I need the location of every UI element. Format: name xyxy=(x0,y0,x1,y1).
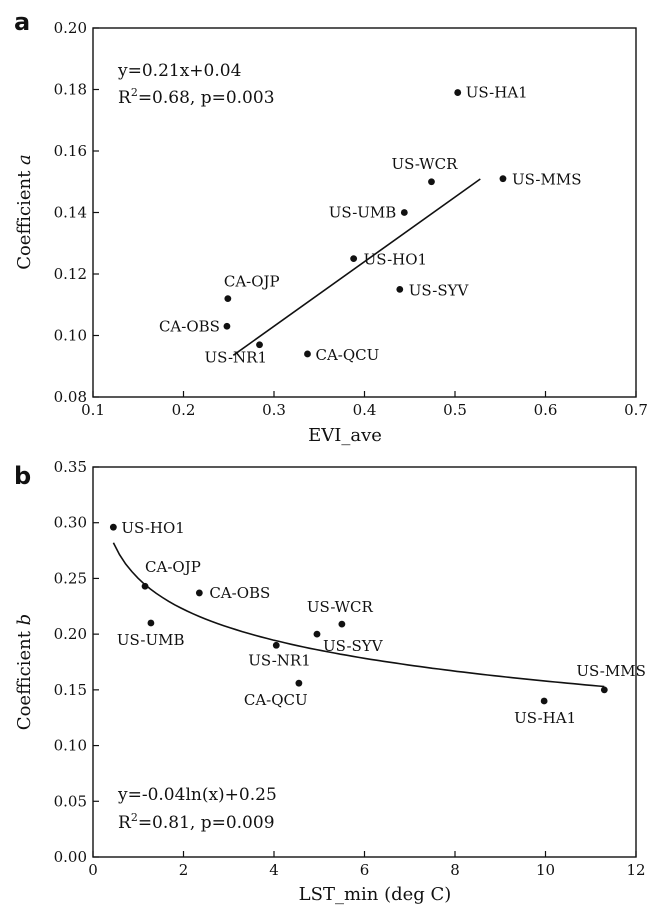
panel-a-point xyxy=(428,178,435,186)
panel-a-xtick-label: 0.2 xyxy=(172,401,196,419)
panel-b-point xyxy=(141,582,149,590)
panel-a-xtick-label: 0.3 xyxy=(262,401,286,419)
panel-b-point xyxy=(295,679,303,687)
panel-b-stats-sup: 2 xyxy=(131,811,138,824)
panel-a-point-label: CA-OJP xyxy=(224,273,280,291)
panel-b-stats: R2=0.81, p=0.009 xyxy=(118,811,275,833)
panel-b-ytick-label: 0.10 xyxy=(54,737,87,755)
panel-b-point xyxy=(147,619,155,627)
panel-a-point xyxy=(304,350,311,358)
panel-a-letter: a xyxy=(14,8,30,36)
panel-a-point-label: CA-QCU xyxy=(315,346,379,364)
panel-b-xtick-label: 12 xyxy=(626,861,645,879)
panel-b-point xyxy=(600,686,608,694)
panel-b-xtick-label: 0 xyxy=(88,861,98,879)
panel-b-point-label: US-UMB xyxy=(117,631,185,649)
panel-a-point-label: US-WCR xyxy=(391,155,458,173)
panel-a-point-label: US-UMB xyxy=(329,204,397,222)
panel-a-ylabel-var: a xyxy=(14,154,35,165)
panel-a-point-label: US-HO1 xyxy=(364,251,427,269)
panel-b-point-label: US-MMS xyxy=(576,662,646,680)
panel-b-point xyxy=(109,523,117,531)
panel-b-xtick-label: 4 xyxy=(269,861,279,879)
panel-b-equation: y=-0.04ln(x)+0.25 xyxy=(117,785,277,805)
panel-a-point xyxy=(223,322,231,330)
panel-a-xtick-label: 0.4 xyxy=(353,401,377,419)
panel-a-ytick-label: 0.18 xyxy=(54,81,87,99)
panel-a-point-label: US-HA1 xyxy=(466,84,528,102)
panel-b-point xyxy=(338,620,346,628)
panel-b-ytick-label: 0.30 xyxy=(54,514,87,532)
panel-a-xtick-label: 0.5 xyxy=(443,401,467,419)
panel-b-point-label: CA-QCU xyxy=(244,691,308,709)
panel-a-ytick-label: 0.16 xyxy=(54,142,87,160)
panel-a-point-label: US-MMS xyxy=(512,171,582,189)
panel-b-xtick-label: 6 xyxy=(360,861,370,879)
panel-b-point-label: US-NR1 xyxy=(248,651,311,669)
panel-b-stats-rest: =0.81, p=0.009 xyxy=(138,813,275,833)
panel-a-ytick-label: 0.10 xyxy=(54,327,87,345)
panel-a-point-label: US-NR1 xyxy=(205,349,268,367)
panel-a-xlabel: EVI_ave xyxy=(308,425,382,446)
panel-b-xtick-label: 10 xyxy=(536,861,555,879)
panel-a-ytick-label: 0.12 xyxy=(54,265,87,283)
panel-b-xtick-label: 8 xyxy=(450,861,460,879)
panel-a-point-label: CA-OBS xyxy=(159,317,220,335)
panel-b-stats-r: R xyxy=(118,813,132,833)
panel-a-xtick-label: 0.7 xyxy=(624,401,648,419)
panel-b-ytick-label: 0.20 xyxy=(54,625,87,643)
panel-b-xlabel: LST_min (deg C) xyxy=(299,884,452,905)
panel-b-point-label: CA-OBS xyxy=(209,584,270,602)
panel-b-letter: b xyxy=(14,462,31,490)
panel-b-xtick-label: 2 xyxy=(179,861,189,879)
panel-a-point-label: US-SYV xyxy=(409,281,470,299)
panel-b-fit-line xyxy=(112,542,605,688)
panel-b-ytick-label: 0.25 xyxy=(54,569,87,587)
panel-a-ytick-label: 0.14 xyxy=(54,204,87,222)
panel-b: b Coefficient b LST_min (deg C) y=-0.04l… xyxy=(14,458,646,905)
panel-a-point xyxy=(396,285,404,293)
panel-a-stats: R2=0.68, p=0.003 xyxy=(118,86,275,108)
panel-a-xtick-label: 0.1 xyxy=(81,401,105,419)
panel-a: a Coefficient a EVI_ave y=0.21x+0.04 R2=… xyxy=(14,8,648,446)
panel-b-ytick-label: 0.35 xyxy=(54,458,87,476)
panel-a-ylabel: Coefficient a xyxy=(14,154,35,270)
panel-b-ylabel-var: b xyxy=(14,614,35,626)
panel-a-ylabel-prefix: Coefficient xyxy=(14,165,35,270)
panel-a-fit-line xyxy=(232,178,481,356)
panel-a-xtick-label: 0.6 xyxy=(534,401,558,419)
panel-a-point xyxy=(499,175,507,183)
panel-b-ytick-label: 0.05 xyxy=(54,792,87,810)
panel-b-point-label: US-SYV xyxy=(323,637,384,655)
panel-b-ytick-label: 0.15 xyxy=(54,681,87,699)
panel-a-stats-rest: =0.68, p=0.003 xyxy=(138,88,275,108)
panel-a-point xyxy=(350,255,358,263)
panel-a-point xyxy=(454,89,462,96)
panel-b-point xyxy=(313,630,321,638)
panel-b-point-label: US-HA1 xyxy=(514,709,576,727)
panel-b-ytick-label: 0.00 xyxy=(54,848,87,866)
panel-a-equation: y=0.21x+0.04 xyxy=(117,61,241,81)
panel-a-ytick-label: 0.08 xyxy=(54,388,87,406)
panel-b-ylabel-prefix: Coefficient xyxy=(14,625,35,730)
panel-a-ytick-label: 0.20 xyxy=(54,19,87,37)
panel-b-ylabel: Coefficient b xyxy=(14,614,35,730)
panel-a-stats-sup: 2 xyxy=(131,86,138,99)
panel-b-point xyxy=(272,641,280,649)
panel-b-point xyxy=(540,697,548,705)
panel-a-point xyxy=(224,295,232,302)
panel-b-point xyxy=(195,589,203,597)
panel-a-point xyxy=(256,341,263,349)
panel-b-point-label: US-WCR xyxy=(307,598,374,616)
panel-a-point xyxy=(400,209,408,216)
panel-a-stats-r: R xyxy=(118,88,132,108)
panel-b-point-label: US-HO1 xyxy=(121,519,184,537)
panel-b-point-label: CA-OJP xyxy=(145,558,201,576)
